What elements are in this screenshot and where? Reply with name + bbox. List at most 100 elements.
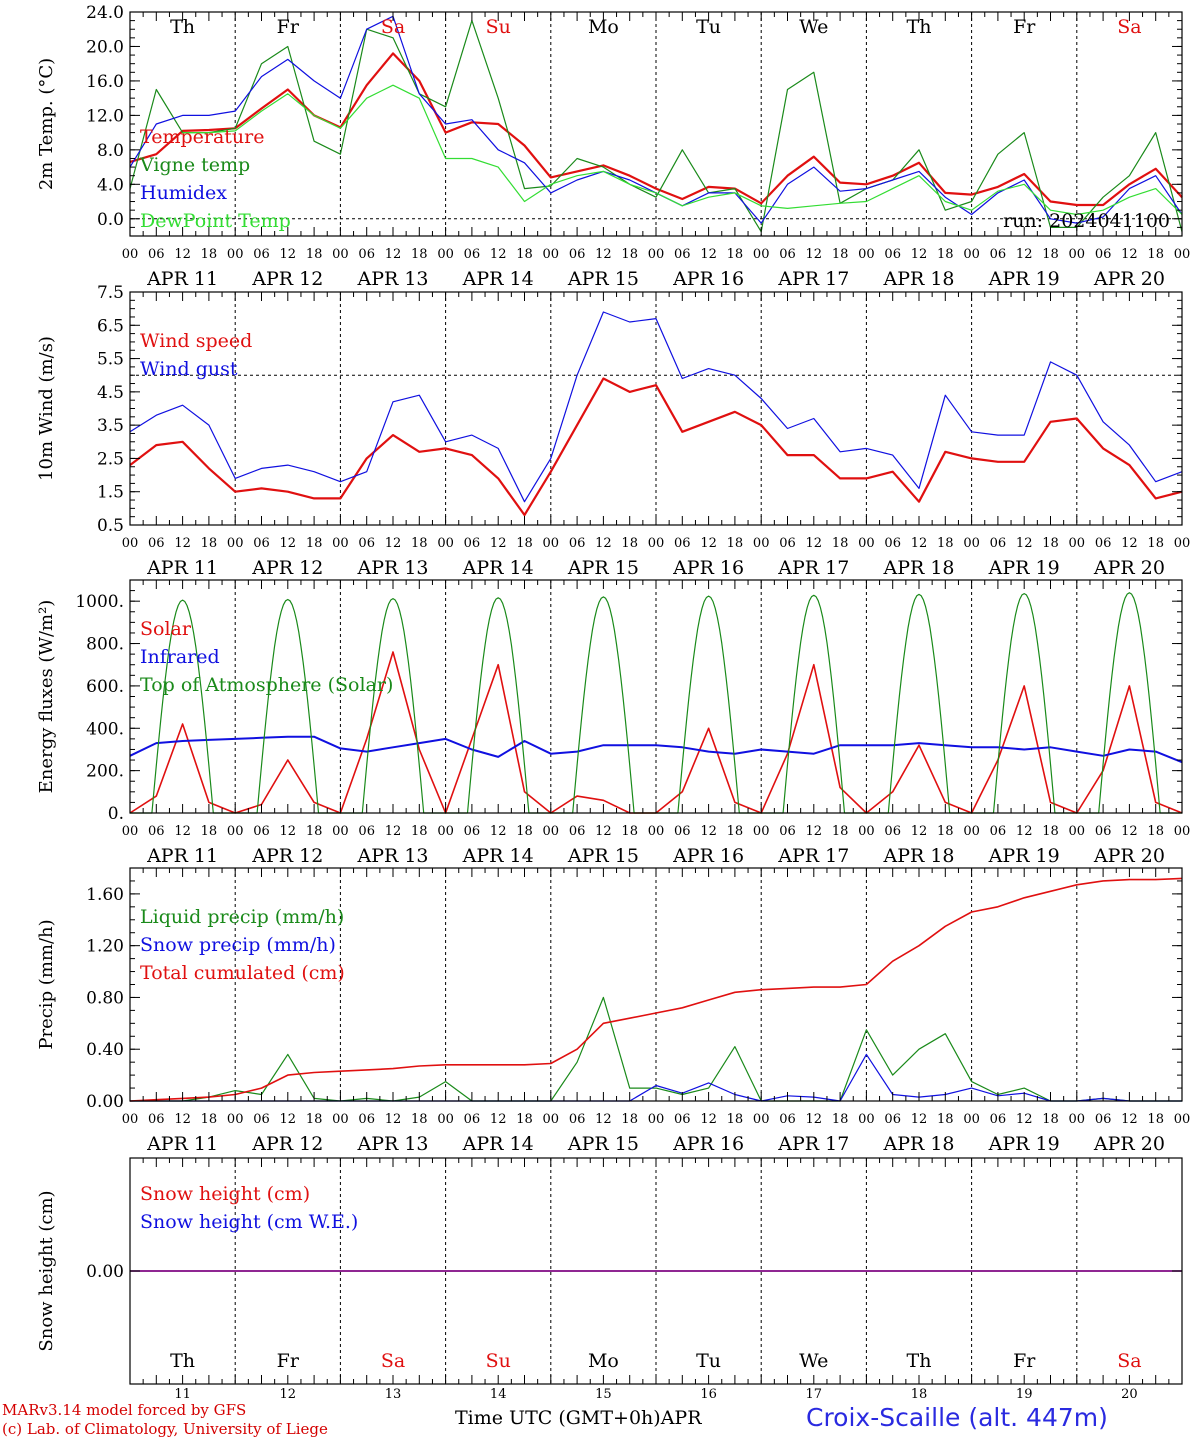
hour-tick-label: 18 <box>306 247 323 262</box>
hour-tick-label: 12 <box>1121 247 1138 262</box>
y-tick-label: 20.0 <box>86 37 124 57</box>
hour-tick-label: 12 <box>806 247 823 262</box>
chart-panel-4: 0.00 0.40 0.80 1.20 1.60 Precip (mm/h) Liquid … <box>36 867 1190 1155</box>
hour-tick-label: 18 <box>727 247 744 262</box>
legend-entry: Total cumulated (cm) <box>140 962 345 984</box>
hour-tick-label: 06 <box>148 824 165 839</box>
date-label: APR 20 <box>1093 845 1165 867</box>
hour-tick-label: 00 <box>122 536 139 551</box>
hour-tick-label: 00 <box>963 247 980 262</box>
hour-tick-label: 18 <box>1147 824 1164 839</box>
hour-tick-label: 00 <box>332 824 349 839</box>
legend-entry: Wind gust <box>140 358 238 380</box>
hour-tick-label: 12 <box>174 1112 191 1127</box>
hour-tick-label: 12 <box>911 824 928 839</box>
y-tick-label: 6.5 <box>97 316 124 336</box>
hour-tick-label: 06 <box>779 247 796 262</box>
hour-tick-label: 00 <box>1069 536 1086 551</box>
y-tick-label: 1.20 <box>86 937 124 957</box>
legend-entry: Top of Atmosphere (Solar) <box>140 674 393 696</box>
model-credit: MARv3.14 model forced by GFS <box>2 1401 247 1419</box>
y-tick-label: 0.00 <box>86 1262 124 1282</box>
hour-tick-label: 06 <box>148 1112 165 1127</box>
weekday-label: Mo <box>588 1350 619 1372</box>
hour-tick-label: 18 <box>937 1112 954 1127</box>
hour-tick-label: 00 <box>648 536 665 551</box>
weekday-label: Mo <box>588 16 619 38</box>
legend-entry: Wind speed <box>140 330 252 352</box>
hour-tick-label: 00 <box>122 1112 139 1127</box>
hour-tick-label: 06 <box>779 536 796 551</box>
hour-tick-label: 18 <box>1147 247 1164 262</box>
legend-entry: Snow precip (mm/h) <box>140 934 336 956</box>
hour-tick-label: 12 <box>1016 1112 1033 1127</box>
hour-tick-label: 12 <box>280 1112 297 1127</box>
hour-tick-label: 18 <box>306 1112 323 1127</box>
hour-tick-label: 18 <box>306 536 323 551</box>
x-axis-title-text: Time UTC (GMT+0h) <box>455 1407 661 1429</box>
hour-tick-label: 00 <box>753 536 770 551</box>
y-tick-label: 24.0 <box>86 3 124 23</box>
day-number-label: 16 <box>700 1387 717 1402</box>
date-label: APR 19 <box>988 557 1060 579</box>
legend-entry: Vigne temp <box>139 154 250 176</box>
y-tick-label: 5.5 <box>97 350 124 370</box>
y-tick-label: 3.5 <box>97 416 124 436</box>
hour-tick-label: 06 <box>674 247 691 262</box>
hour-tick-label: 06 <box>253 536 270 551</box>
y-tick-label: 600. <box>86 677 124 697</box>
hour-tick-label: 18 <box>516 247 533 262</box>
weekday-label: Fr <box>1013 1350 1036 1372</box>
legend-entry: Humidex <box>140 182 227 204</box>
date-label: APR 12 <box>251 268 323 290</box>
hour-tick-label: 18 <box>516 824 533 839</box>
date-label: APR 17 <box>777 557 849 579</box>
hour-tick-label: 18 <box>1147 1112 1164 1127</box>
weekday-label: Fr <box>277 1350 300 1372</box>
weekday-label: Sa <box>381 1350 405 1372</box>
hour-tick-label: 06 <box>464 824 481 839</box>
hour-tick-label: 00 <box>963 824 980 839</box>
hour-tick-label: 00 <box>437 824 454 839</box>
date-label: APR 14 <box>462 845 534 867</box>
hour-tick-label: 12 <box>700 247 717 262</box>
hour-tick-label: 18 <box>621 1112 638 1127</box>
hour-tick-label: 00 <box>437 536 454 551</box>
hour-tick-label: 06 <box>569 536 586 551</box>
y-tick-label: 0.0 <box>97 210 124 230</box>
hour-tick-label: 12 <box>385 1112 402 1127</box>
y-tick-label: 1000. <box>75 592 124 612</box>
y-axis-label: 2m Temp. (°C) <box>36 58 57 190</box>
y-tick-label: 4.0 <box>97 175 124 195</box>
weekday-label: Sa <box>381 16 405 38</box>
hour-tick-label: 06 <box>569 247 586 262</box>
hour-tick-label: 00 <box>332 536 349 551</box>
hour-tick-label: 12 <box>280 247 297 262</box>
legend-entry: Snow height (cm W.E.) <box>140 1211 358 1233</box>
hour-tick-label: 06 <box>464 247 481 262</box>
hour-tick-label: 12 <box>280 824 297 839</box>
y-tick-label: 400. <box>86 719 124 739</box>
hour-tick-label: 12 <box>385 247 402 262</box>
weekday-label: Th <box>907 16 932 38</box>
hour-tick-label: 12 <box>595 824 612 839</box>
hour-tick-label: 18 <box>201 1112 218 1127</box>
y-tick-label: 0.5 <box>97 516 124 536</box>
chart-panel-2: 0.5 1.5 2.5 3.5 4.5 5.5 6.5 7.5 10m Wind (m/s) Wi… <box>36 283 1190 579</box>
hour-tick-label: 18 <box>516 1112 533 1127</box>
hour-tick-label: 18 <box>832 247 849 262</box>
hour-tick-label: 18 <box>411 1112 428 1127</box>
legend-entry: Temperature <box>140 126 264 148</box>
y-tick-label: 2.5 <box>97 449 124 469</box>
hour-tick-label: 00 <box>122 247 139 262</box>
day-number-label: 17 <box>806 1387 823 1402</box>
weekday-label: Th <box>170 16 195 38</box>
hour-tick-label: 06 <box>779 1112 796 1127</box>
hour-tick-label: 06 <box>358 824 375 839</box>
weekday-label: We <box>799 16 828 38</box>
hour-tick-label: 18 <box>411 247 428 262</box>
series-line-4 <box>182 84 1183 216</box>
hour-tick-label: 00 <box>1174 536 1191 551</box>
hour-tick-label: 18 <box>621 247 638 262</box>
